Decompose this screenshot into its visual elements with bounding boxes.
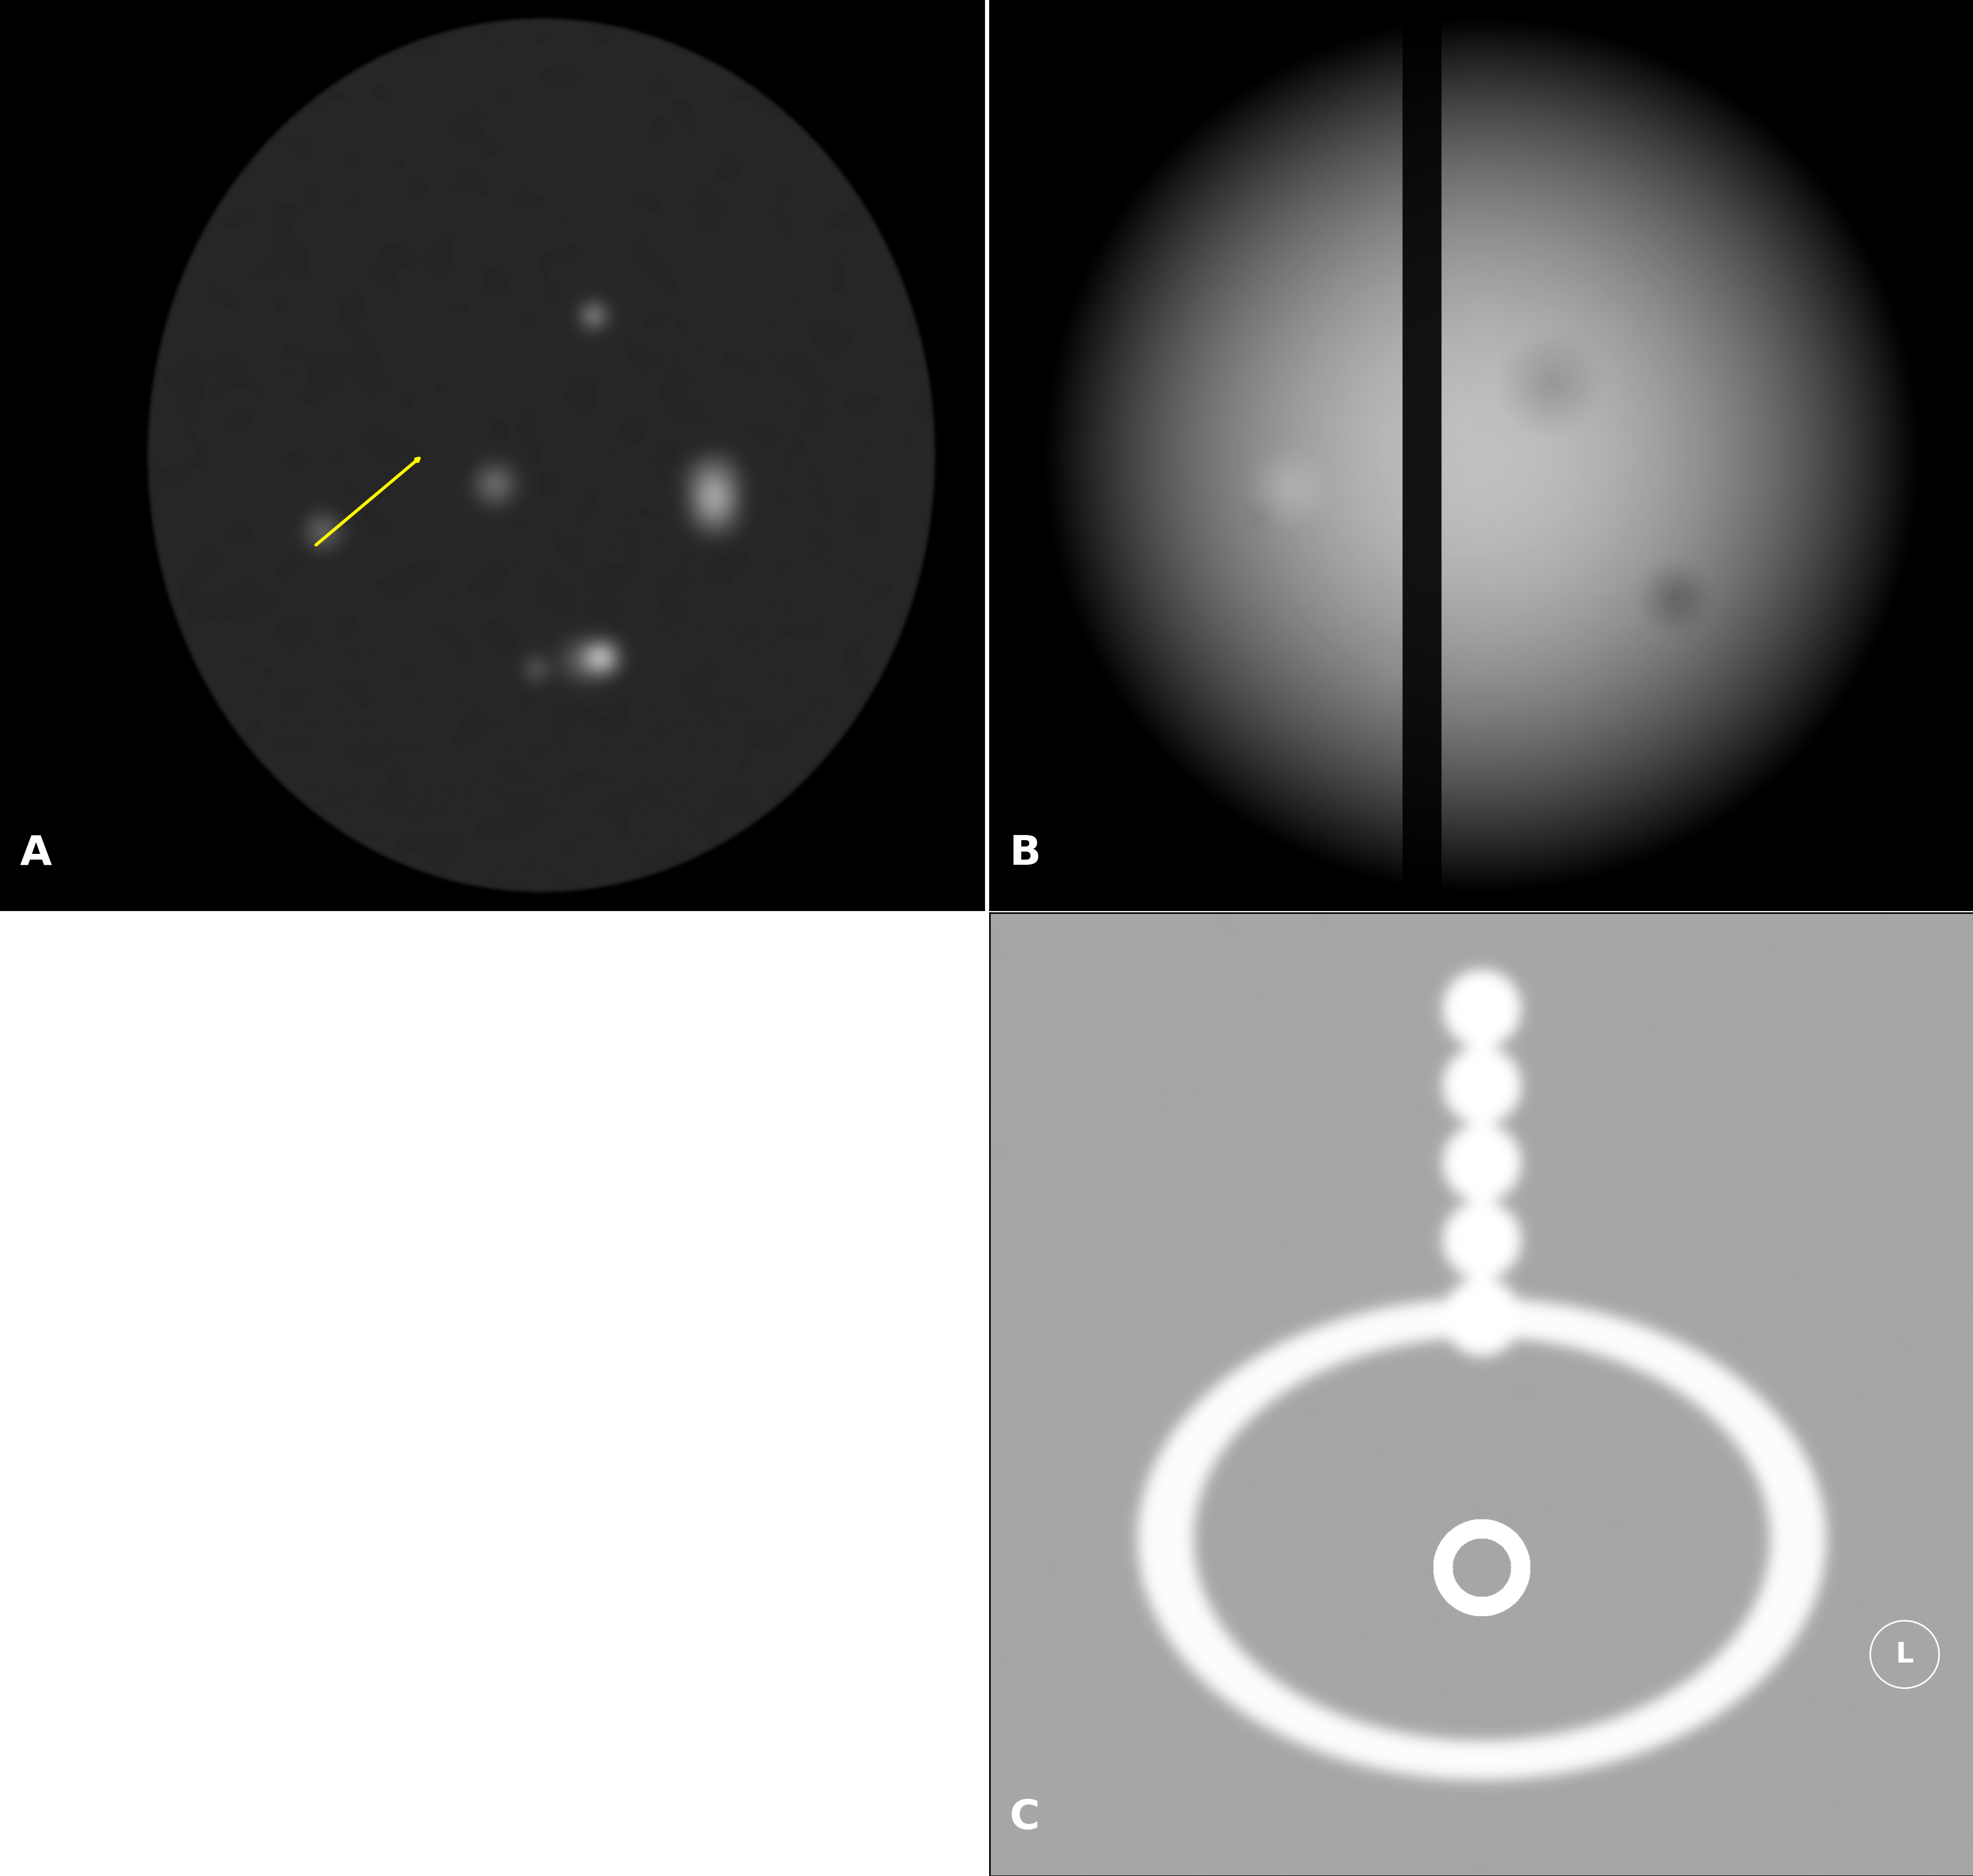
Text: B: B <box>1008 835 1040 874</box>
Text: A: A <box>20 835 51 874</box>
Text: L: L <box>1894 1642 1914 1668</box>
Text: C: C <box>1008 1797 1040 1837</box>
